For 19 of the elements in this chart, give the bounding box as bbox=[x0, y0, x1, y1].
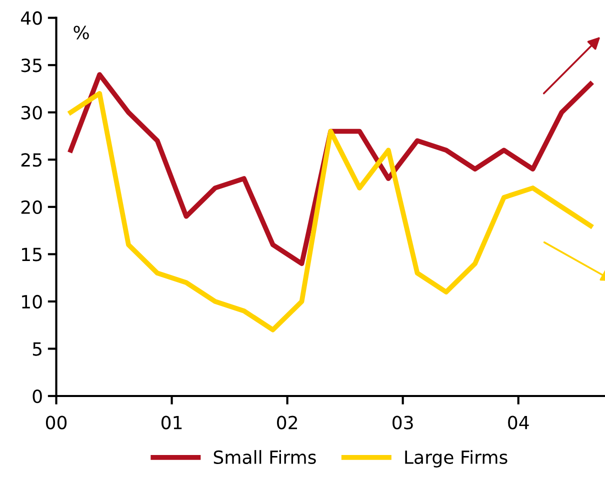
y-tick-label: 5 bbox=[32, 342, 42, 356]
y-tick-label: 25 bbox=[21, 153, 42, 167]
line-series bbox=[68, 72, 593, 266]
legend-label: Small Firms bbox=[214, 450, 316, 464]
y-tick-label: 10 bbox=[22, 294, 42, 309]
x-tick-label: 02 bbox=[277, 416, 297, 430]
x-tick-label: 03 bbox=[392, 416, 413, 430]
y-tick-label: 0 bbox=[32, 389, 42, 404]
y-tick-label: 35 bbox=[21, 58, 42, 72]
x-tick-label: 04 bbox=[508, 416, 529, 430]
x-tick-label: 00 bbox=[46, 416, 67, 430]
line-series bbox=[68, 91, 593, 332]
y-tick-label: 40 bbox=[20, 11, 42, 25]
x-tick-label: 01 bbox=[161, 416, 182, 430]
y-tick-label: 15 bbox=[22, 248, 42, 262]
y-axis-title: % bbox=[74, 26, 89, 40]
y-tick-label: 20 bbox=[21, 200, 42, 214]
legend-label: Large Firms bbox=[405, 450, 508, 468]
y-tick-label: 30 bbox=[21, 106, 42, 120]
